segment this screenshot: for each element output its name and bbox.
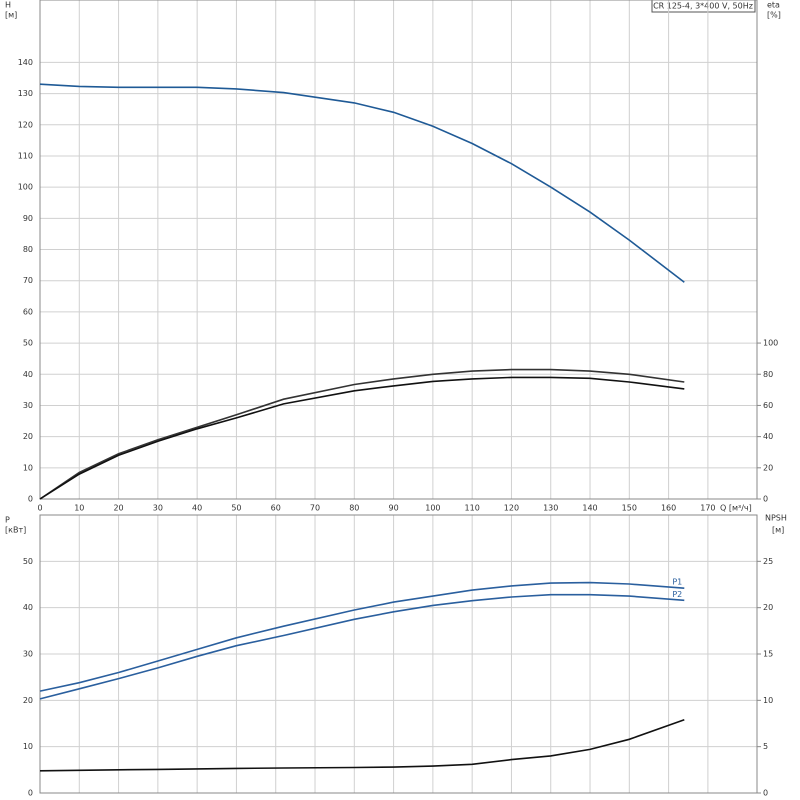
x-tick-label: 100 [425,504,440,513]
x-tick-label: 160 [661,504,676,513]
y2-axis-label: NPSH [765,514,787,523]
plot-frame [39,0,758,500]
y-tick-label: 50 [23,339,33,348]
x-tick-label: 120 [504,504,519,513]
y-tick-label: 40 [23,603,33,612]
y-tick-label: 120 [18,120,33,129]
y-tick-label: 130 [18,89,33,98]
y-tick-label: 30 [23,401,33,410]
y-tick-label: 110 [18,151,33,160]
y2-tick-label: 40 [763,432,773,441]
x-tick-label: 70 [310,504,320,513]
y-tick-label: 40 [23,370,33,379]
y-tick-label: 140 [18,58,33,67]
curve [39,593,685,700]
curve-label: P2 [672,590,682,599]
x-tick-label: 20 [113,504,123,513]
x-tick-label: 60 [271,504,281,513]
x-axis-label: Q [м³/ч] [720,504,752,513]
y-axis-unit: [кВт] [5,526,26,535]
y-tick-label: 20 [23,696,33,705]
x-tick-label: 80 [349,504,359,513]
y2-tick-label: 20 [763,603,773,612]
x-tick-label: 90 [388,504,398,513]
y-tick-label: 100 [18,183,33,192]
curve [39,83,685,283]
y-tick-label: 80 [23,245,33,254]
y-tick-label: 0 [28,495,33,504]
y-tick-label: 30 [23,650,33,659]
x-tick-label: 30 [153,504,163,513]
curve [39,368,685,500]
y2-axis-label: eta [767,1,780,10]
y2-tick-label: 0 [763,495,768,504]
y2-tick-label: 80 [763,370,773,379]
y2-tick-label: 60 [763,401,773,410]
title-box [651,0,756,13]
y2-tick-label: 100 [763,339,778,348]
x-tick-label: 140 [582,504,597,513]
y2-tick-label: 10 [763,696,773,705]
y2-tick-label: 20 [763,463,773,472]
x-tick-label: 130 [543,504,558,513]
y2-tick-label: 0 [763,789,768,798]
y-axis-label: P [5,516,10,525]
y-tick-label: 0 [28,789,33,798]
plot-frame [39,514,758,794]
x-tick-label: 110 [465,504,480,513]
y-tick-label: 50 [23,557,33,566]
curve [39,376,685,500]
y2-tick-label: 25 [763,557,773,566]
x-tick-label: 0 [37,504,42,513]
x-tick-label: 50 [231,504,241,513]
y-tick-label: 20 [23,432,33,441]
x-tick-label: 40 [192,504,202,513]
chart-title: CR 125-4, 3*400 V, 50Hz [653,2,753,11]
y2-tick-label: 5 [763,742,768,751]
y2-axis-unit: [м] [772,526,784,535]
y-axis-unit: [м] [5,11,17,20]
curve [39,581,685,692]
y-tick-label: 10 [23,463,33,472]
y-tick-label: 70 [23,276,33,285]
x-tick-label: 170 [700,504,715,513]
y2-tick-label: 15 [763,650,773,659]
curve-label: P1 [672,578,682,587]
y-tick-label: 10 [23,742,33,751]
y-tick-label: 90 [23,214,33,223]
x-tick-label: 10 [74,504,84,513]
y2-axis-unit: [%] [767,11,781,20]
curve [39,719,685,772]
y-tick-label: 60 [23,307,33,316]
y-axis-label: H [5,1,11,10]
x-tick-label: 150 [622,504,637,513]
